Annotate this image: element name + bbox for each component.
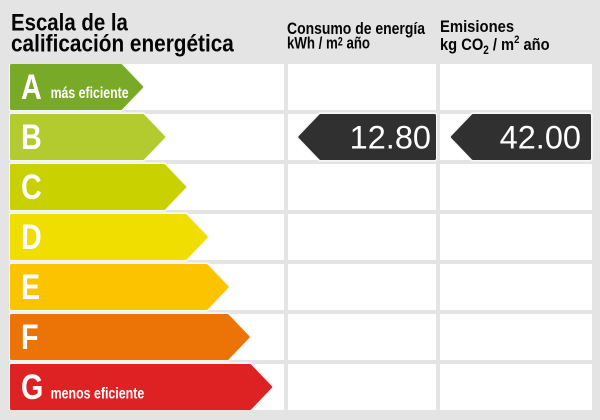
svg-text:C: C <box>21 167 42 206</box>
svg-text:E: E <box>21 267 40 306</box>
svg-text:calificación energética: calificación energética <box>11 30 234 57</box>
svg-text:12.80: 12.80 <box>350 120 431 156</box>
svg-text:F: F <box>21 317 39 356</box>
svg-text:42.00: 42.00 <box>500 120 581 156</box>
svg-text:Consumo de energía: Consumo de energía <box>287 20 425 39</box>
svg-text:kWh / m2 año: kWh / m2 año <box>287 34 370 53</box>
svg-text:menos eficiente: menos eficiente <box>51 385 145 403</box>
svg-text:G: G <box>21 367 43 406</box>
svg-text:A: A <box>21 67 42 106</box>
svg-text:D: D <box>21 217 42 256</box>
svg-text:Escala de la: Escala de la <box>11 9 128 36</box>
svg-text:B: B <box>21 117 42 156</box>
svg-text:más eficiente: más eficiente <box>51 85 129 103</box>
svg-text:kg CO2 / m2 año: kg CO2 / m2 año <box>440 34 550 57</box>
svg-text:Emisiones: Emisiones <box>440 18 514 36</box>
